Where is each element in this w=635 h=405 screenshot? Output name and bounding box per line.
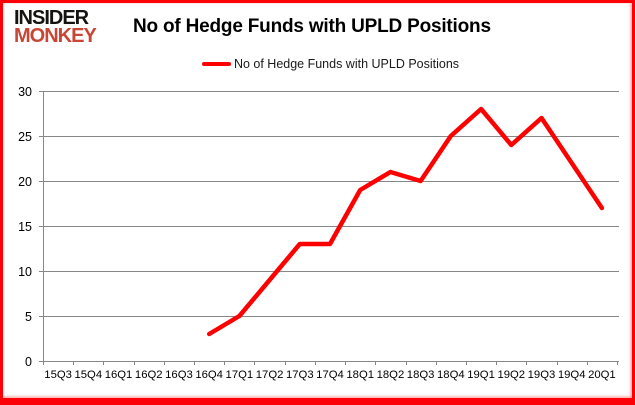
y-axis-label: 20 <box>18 175 32 189</box>
x-axis-label: 20Q1 <box>588 369 616 381</box>
x-axis-label: 16Q2 <box>135 369 163 381</box>
x-axis-label: 17Q2 <box>256 369 284 381</box>
x-axis-label: 16Q3 <box>165 369 193 381</box>
y-axis-label: 30 <box>18 85 32 99</box>
line-chart: 0 5 10 15 20 25 30 15Q3 15Q4 16Q1 16Q2 16Q3 16Q4 17Q1… <box>18 85 619 381</box>
x-axis-label: 15Q4 <box>74 369 102 381</box>
x-axis-label: 16Q1 <box>105 369 133 381</box>
legend: No of Hedge Funds with UPLD Positions <box>43 56 618 72</box>
x-axis-label: 17Q3 <box>286 369 314 381</box>
x-axis-label: 17Q4 <box>316 369 344 381</box>
y-axis-label: 5 <box>25 310 32 324</box>
y-axis-label: 25 <box>18 130 32 144</box>
legend-line-swatch <box>201 62 231 66</box>
x-axis-label: 19Q3 <box>528 369 556 381</box>
data-line-series <box>206 106 605 337</box>
y-axis-label: 0 <box>25 355 32 369</box>
x-axis-label: 17Q1 <box>226 369 254 381</box>
x-axis-label: 15Q3 <box>44 369 72 381</box>
insider-monkey-logo: INSIDER MONKEY <box>14 7 97 47</box>
x-axis-label: 19Q4 <box>558 369 586 381</box>
logo-word-insider: INSIDER <box>14 7 89 29</box>
chart-title: No of Hedge Funds with UPLD Positions <box>133 16 491 37</box>
x-axis-label: 19Q2 <box>497 369 525 381</box>
x-axis-label: 19Q1 <box>467 369 495 381</box>
y-axis-label: 15 <box>18 220 32 234</box>
x-axis-label: 18Q3 <box>407 369 435 381</box>
x-axis-label: 18Q4 <box>437 369 465 381</box>
y-axis-label: 10 <box>18 265 32 279</box>
x-axis-label: 18Q1 <box>346 369 374 381</box>
x-axis-label: 16Q4 <box>195 369 223 381</box>
logo-word-monkey: MONKEY <box>14 24 97 47</box>
x-axis-label: 18Q2 <box>377 369 405 381</box>
legend-label: No of Hedge Funds with UPLD Positions <box>233 57 460 71</box>
